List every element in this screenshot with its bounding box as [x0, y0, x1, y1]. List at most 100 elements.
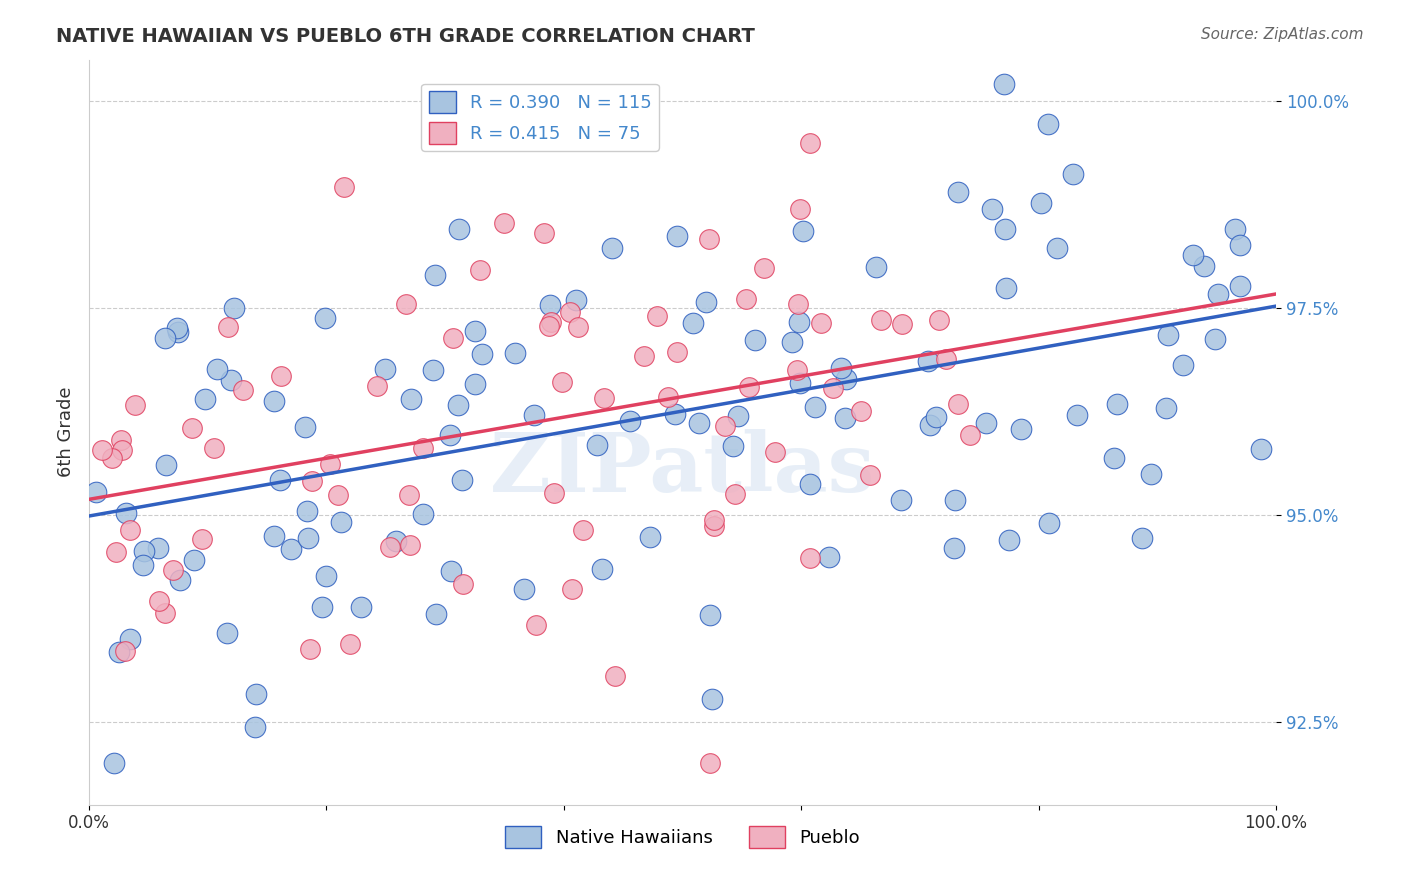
Point	[451, 577, 474, 591]
Point	[502, 99, 524, 113]
Point	[700, 691, 723, 706]
Text: ZIPatlas: ZIPatlas	[489, 429, 876, 509]
Point	[243, 720, 266, 734]
Point	[697, 232, 720, 246]
Point	[763, 445, 786, 459]
Point	[232, 384, 254, 398]
Point	[148, 594, 170, 608]
Point	[1194, 259, 1216, 273]
Point	[219, 373, 242, 387]
Point	[959, 428, 981, 442]
Point	[425, 607, 447, 622]
Point	[395, 297, 418, 311]
Point	[153, 331, 176, 345]
Point	[591, 562, 613, 576]
Point	[169, 573, 191, 587]
Point	[447, 398, 470, 412]
Point	[1173, 358, 1195, 372]
Point	[115, 506, 138, 520]
Point	[378, 540, 401, 554]
Point	[917, 354, 939, 368]
Point	[114, 644, 136, 658]
Point	[849, 404, 872, 418]
Point	[328, 488, 350, 502]
Point	[1031, 196, 1053, 211]
Point	[374, 361, 396, 376]
Point	[946, 185, 969, 199]
Point	[540, 314, 562, 328]
Text: NATIVE HAWAIIAN VS PUEBLO 6TH GRADE CORRELATION CHART: NATIVE HAWAIIAN VS PUEBLO 6TH GRADE CORR…	[56, 27, 755, 45]
Point	[823, 381, 845, 395]
Point	[890, 492, 912, 507]
Point	[682, 316, 704, 330]
Point	[727, 409, 749, 423]
Point	[1140, 467, 1163, 481]
Point	[100, 451, 122, 466]
Point	[217, 320, 239, 334]
Point	[665, 229, 688, 244]
Point	[422, 363, 444, 377]
Point	[859, 468, 882, 483]
Point	[398, 488, 420, 502]
Point	[202, 441, 225, 455]
Point	[118, 523, 141, 537]
Point	[183, 553, 205, 567]
Point	[744, 333, 766, 347]
Point	[295, 504, 318, 518]
Point	[108, 645, 131, 659]
Point	[103, 756, 125, 771]
Point	[301, 475, 323, 489]
Point	[1066, 408, 1088, 422]
Point	[804, 400, 827, 414]
Point	[789, 376, 811, 390]
Point	[314, 311, 336, 326]
Point	[699, 756, 721, 771]
Point	[464, 325, 486, 339]
Point	[603, 668, 626, 682]
Point	[263, 394, 285, 409]
Point	[1204, 332, 1226, 346]
Point	[110, 434, 132, 448]
Point	[752, 260, 775, 275]
Point	[974, 416, 997, 430]
Point	[735, 292, 758, 306]
Point	[105, 545, 128, 559]
Point	[280, 541, 302, 556]
Point	[1010, 422, 1032, 436]
Point	[333, 180, 356, 194]
Point	[799, 550, 821, 565]
Point	[993, 78, 1015, 92]
Point	[118, 632, 141, 646]
Point	[998, 533, 1021, 547]
Point	[1250, 442, 1272, 457]
Point	[657, 390, 679, 404]
Point	[1225, 222, 1247, 236]
Point	[166, 325, 188, 339]
Point	[593, 392, 616, 406]
Point	[441, 331, 464, 345]
Point	[181, 421, 204, 435]
Point	[84, 485, 107, 500]
Point	[623, 116, 645, 130]
Point	[269, 473, 291, 487]
Point	[946, 397, 969, 411]
Point	[786, 363, 808, 377]
Point	[665, 345, 688, 359]
Point	[90, 443, 112, 458]
Point	[412, 507, 434, 521]
Point	[205, 362, 228, 376]
Point	[270, 369, 292, 384]
Point	[194, 392, 217, 407]
Point	[1229, 279, 1251, 293]
Point	[366, 378, 388, 392]
Point	[835, 372, 858, 386]
Point	[664, 408, 686, 422]
Point	[297, 531, 319, 545]
Point	[561, 582, 583, 596]
Point	[451, 473, 474, 487]
Point	[533, 226, 555, 240]
Point	[440, 564, 463, 578]
Point	[339, 637, 361, 651]
Point	[818, 549, 841, 564]
Point	[865, 260, 887, 275]
